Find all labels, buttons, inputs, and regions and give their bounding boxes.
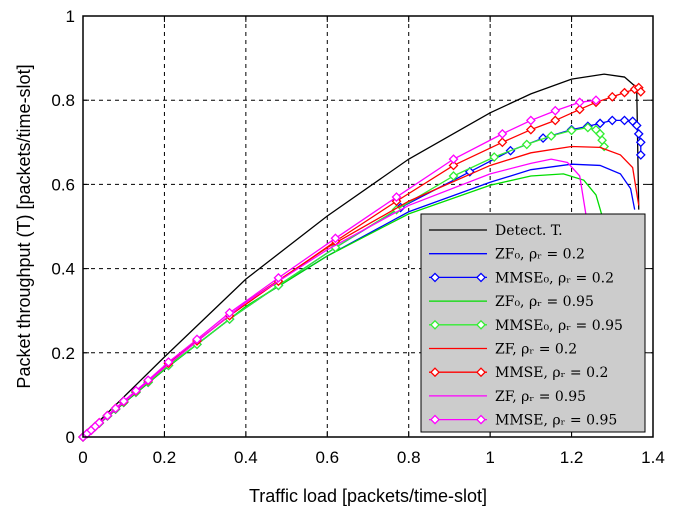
data-point-marker [635, 137, 646, 148]
legend-entry: MMSE, ρᵣ = 0.95 [429, 413, 617, 429]
legend-label: ZF₀, ρᵣ = 0.95 [495, 294, 594, 310]
data-point-marker [430, 319, 440, 330]
data-point-marker [574, 104, 585, 115]
data-point-marker [635, 150, 646, 160]
data-point-marker [476, 319, 486, 330]
data-point-marker [607, 115, 618, 126]
data-point-marker [448, 160, 459, 171]
data-point-marker [131, 385, 141, 396]
data-point-marker [566, 125, 577, 136]
legend-label: MMSE₀, ρᵣ = 0.2 [495, 270, 614, 286]
legend-entry: MMSE, ρᵣ = 0.2 [429, 365, 608, 381]
data-point-marker [163, 357, 174, 367]
data-point-marker [102, 410, 113, 421]
legend-entry: ZF, ρᵣ = 0.95 [429, 389, 586, 405]
data-point-marker [94, 417, 105, 428]
axis-ticks: 0 0.2 0.4 0.6 0.8 1 1.2 1.4 0 0.2 0.4 0.6 0.8 1 [51, 7, 664, 467]
data-point-marker [476, 414, 486, 425]
data-point-marker [525, 124, 536, 135]
x-tick-label: 0.4 [234, 448, 258, 467]
legend-entry: Detect. T. [429, 223, 563, 239]
data-point-marker [582, 122, 593, 133]
data-point-marker [448, 154, 459, 165]
legend-label: MMSE, ρᵣ = 0.2 [495, 365, 608, 381]
data-point-marker [430, 367, 440, 378]
data-point-marker [546, 131, 557, 141]
series-7 [82, 158, 589, 438]
data-point-marker [448, 171, 459, 181]
data-point-marker [489, 152, 500, 162]
y-tick-label: 0 [66, 428, 75, 447]
y-tick-label: 1 [66, 7, 75, 26]
data-point-marker [550, 115, 561, 126]
x-tick-label: 1 [485, 448, 494, 467]
data-point-marker [110, 403, 121, 414]
legend-entry: ZF₀, ρᵣ = 0.2 [429, 247, 585, 263]
data-point-marker [635, 86, 646, 97]
data-point-marker [591, 95, 601, 106]
data-point-marker [273, 272, 284, 283]
x-axis-title: Traffic load [packets/time-slot] [249, 486, 487, 506]
data-point-marker [224, 307, 235, 318]
series-8 [78, 95, 601, 442]
data-point-marker [497, 128, 508, 139]
data-point-marker [619, 87, 630, 98]
series-line [82, 158, 589, 438]
legend-entry: MMSE₀, ρᵣ = 0.2 [429, 270, 614, 286]
series-0 [82, 73, 640, 438]
series-line [82, 73, 640, 438]
legend-label: ZF, ρᵣ = 0.95 [495, 389, 586, 405]
data-point-marker [430, 414, 440, 425]
y-tick-label: 0.6 [51, 175, 75, 194]
legend-entry: ZF₀, ρᵣ = 0.95 [429, 294, 594, 310]
legend: Detect. T. ZF₀, ρᵣ = 0.2 MMSE₀, ρᵣ = 0.2 ZF… [420, 213, 646, 433]
y-tick-label: 0.2 [51, 344, 75, 363]
series-layer [78, 73, 646, 442]
data-point-marker [574, 97, 585, 108]
y-axis-title: Packet throughput (T) [packets/time-slot… [14, 64, 34, 388]
data-point-marker [192, 334, 202, 345]
data-point-marker [525, 115, 536, 126]
x-tick-label: 0.2 [153, 448, 177, 467]
data-point-marker [631, 120, 642, 131]
data-point-marker [497, 137, 508, 148]
x-tick-label: 0.8 [397, 448, 421, 467]
legend-entry: ZF, ρᵣ = 0.2 [429, 342, 577, 358]
data-point-marker [476, 272, 486, 283]
data-point-marker [633, 128, 644, 139]
x-tick-label: 1.2 [560, 448, 584, 467]
x-tick-label: 0.6 [315, 448, 339, 467]
legend-label: MMSE, ρᵣ = 0.95 [495, 413, 617, 429]
data-point-marker [607, 91, 618, 102]
legend-label: ZF, ρᵣ = 0.2 [495, 342, 577, 358]
data-point-marker [143, 375, 154, 386]
y-tick-label: 0.8 [51, 91, 75, 110]
plot-frame [82, 15, 654, 438]
y-tick-label: 0.4 [51, 260, 75, 279]
legend-label: Detect. T. [495, 223, 563, 239]
data-point-marker [330, 233, 341, 244]
data-point-marker [595, 118, 605, 129]
data-point-marker [521, 139, 532, 150]
data-point-marker [619, 115, 630, 126]
data-point-marker [391, 192, 402, 202]
legend-label: ZF₀, ρᵣ = 0.2 [495, 247, 585, 263]
x-tick-label: 0 [78, 448, 87, 467]
data-point-marker [430, 272, 440, 283]
data-point-marker [476, 367, 486, 378]
data-point-marker [550, 105, 561, 116]
x-tick-label: 1.4 [641, 448, 665, 467]
legend-entry: MMSE₀, ρᵣ = 0.95 [429, 318, 623, 334]
data-point-marker [118, 396, 129, 407]
legend-label: MMSE₀, ρᵣ = 0.95 [495, 318, 623, 334]
